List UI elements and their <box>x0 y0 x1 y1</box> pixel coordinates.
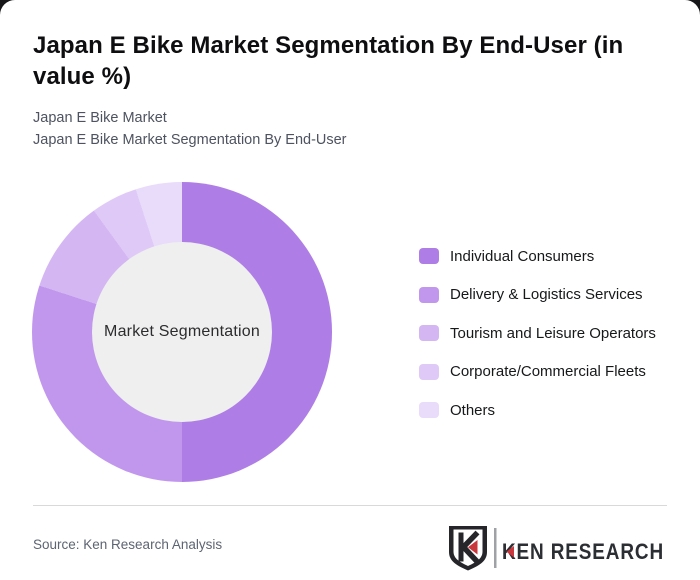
donut-center: Market Segmentation <box>92 242 272 422</box>
chart-legend: Individual Consumers Delivery & Logistic… <box>419 248 656 441</box>
donut-center-label: Market Segmentation <box>104 323 260 340</box>
legend-swatch <box>419 325 439 341</box>
legend-label: Individual Consumers <box>450 247 595 265</box>
legend-label: Corporate/Commercial Fleets <box>450 363 646 380</box>
logo-wordmark: KEN RESEARCH <box>502 539 664 564</box>
legend-label: Tourism and Leisure Operators <box>450 324 656 342</box>
legend-label: Others <box>450 401 496 419</box>
subtitle-line-1: Japan E Bike Market <box>33 110 167 126</box>
legend-swatch <box>419 363 439 380</box>
shield-icon <box>449 526 487 571</box>
logo-k-arrow <box>506 546 514 558</box>
chart-subtitle: Japan E Bike Market Japan E Bike Market … <box>33 107 347 151</box>
legend-item[interactable]: Corporate/Commercial Fleets <box>419 363 656 380</box>
source-note: Source: Ken Research Analysis <box>33 537 223 552</box>
legend-swatch <box>419 286 439 303</box>
footer-divider <box>33 505 667 506</box>
logo-divider-bar <box>494 528 497 568</box>
legend-swatch <box>419 248 439 264</box>
legend-label: Delivery & Logistics Services <box>450 286 643 303</box>
legend-swatch <box>419 402 439 418</box>
ken-research-logo: KEN RESEARCH <box>444 523 669 573</box>
legend-item[interactable]: Others <box>419 401 656 419</box>
legend-item[interactable]: Tourism and Leisure Operators <box>419 324 656 342</box>
donut-chart: Market Segmentation <box>32 182 332 482</box>
legend-item[interactable]: Individual Consumers <box>419 247 656 265</box>
subtitle-line-2: Japan E Bike Market Segmentation By End-… <box>33 132 347 148</box>
page-title: Japan E Bike Market Segmentation By End-… <box>33 32 624 90</box>
legend-item[interactable]: Delivery & Logistics Services <box>419 286 656 303</box>
